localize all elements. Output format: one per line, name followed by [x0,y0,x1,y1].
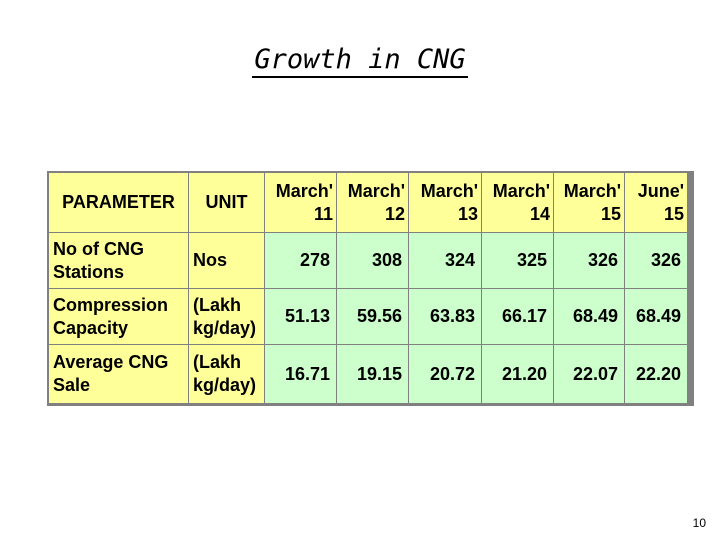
table-row: No of CNG Stations Nos 278 308 324 325 32… [49,233,687,288]
value-cell: 16.71 [265,345,336,403]
header-period: June' 15 [625,173,687,232]
value-cell: 68.49 [554,289,624,344]
row-unit: (Lakh kg/day) [189,289,264,344]
value-cell: 324 [409,233,481,288]
value-cell: 20.72 [409,345,481,403]
header-period: March' 11 [265,173,336,232]
data-table: PARAMETER UNIT March' 11 March' 12 March' 1… [48,172,688,404]
value-cell: 22.07 [554,345,624,403]
row-parameter: Compression Capacity [49,289,188,344]
row-parameter: Average CNG Sale [49,345,188,403]
value-cell: 325 [482,233,553,288]
row-unit: (Lakh kg/day) [189,345,264,403]
value-cell: 68.49 [625,289,687,344]
value-cell: 19.15 [337,345,408,403]
value-cell: 326 [625,233,687,288]
value-cell: 51.13 [265,289,336,344]
header-period: March' 13 [409,173,481,232]
table-row: Compression Capacity (Lakh kg/day) 51.13 5… [49,289,687,344]
value-cell: 308 [337,233,408,288]
header-period: March' 12 [337,173,408,232]
page-number: 10 [692,516,706,530]
value-cell: 63.83 [409,289,481,344]
value-cell: 59.56 [337,289,408,344]
table-row: Average CNG Sale (Lakh kg/day) 16.71 19.15… [49,345,687,403]
header-period: March' 15 [554,173,624,232]
slide-title: Growth in CNG [0,44,720,78]
value-cell: 22.20 [625,345,687,403]
row-unit: Nos [189,233,264,288]
header-period: March' 14 [482,173,553,232]
header-unit: UNIT [189,173,264,232]
value-cell: 66.17 [482,289,553,344]
header-parameter: PARAMETER [49,173,188,232]
value-cell: 278 [265,233,336,288]
header-row: PARAMETER UNIT March' 11 March' 12 March' 1… [49,173,687,232]
cng-growth-table: PARAMETER UNIT March' 11 March' 12 March' 1… [47,171,694,406]
value-cell: 326 [554,233,624,288]
value-cell: 21.20 [482,345,553,403]
row-parameter: No of CNG Stations [49,233,188,288]
